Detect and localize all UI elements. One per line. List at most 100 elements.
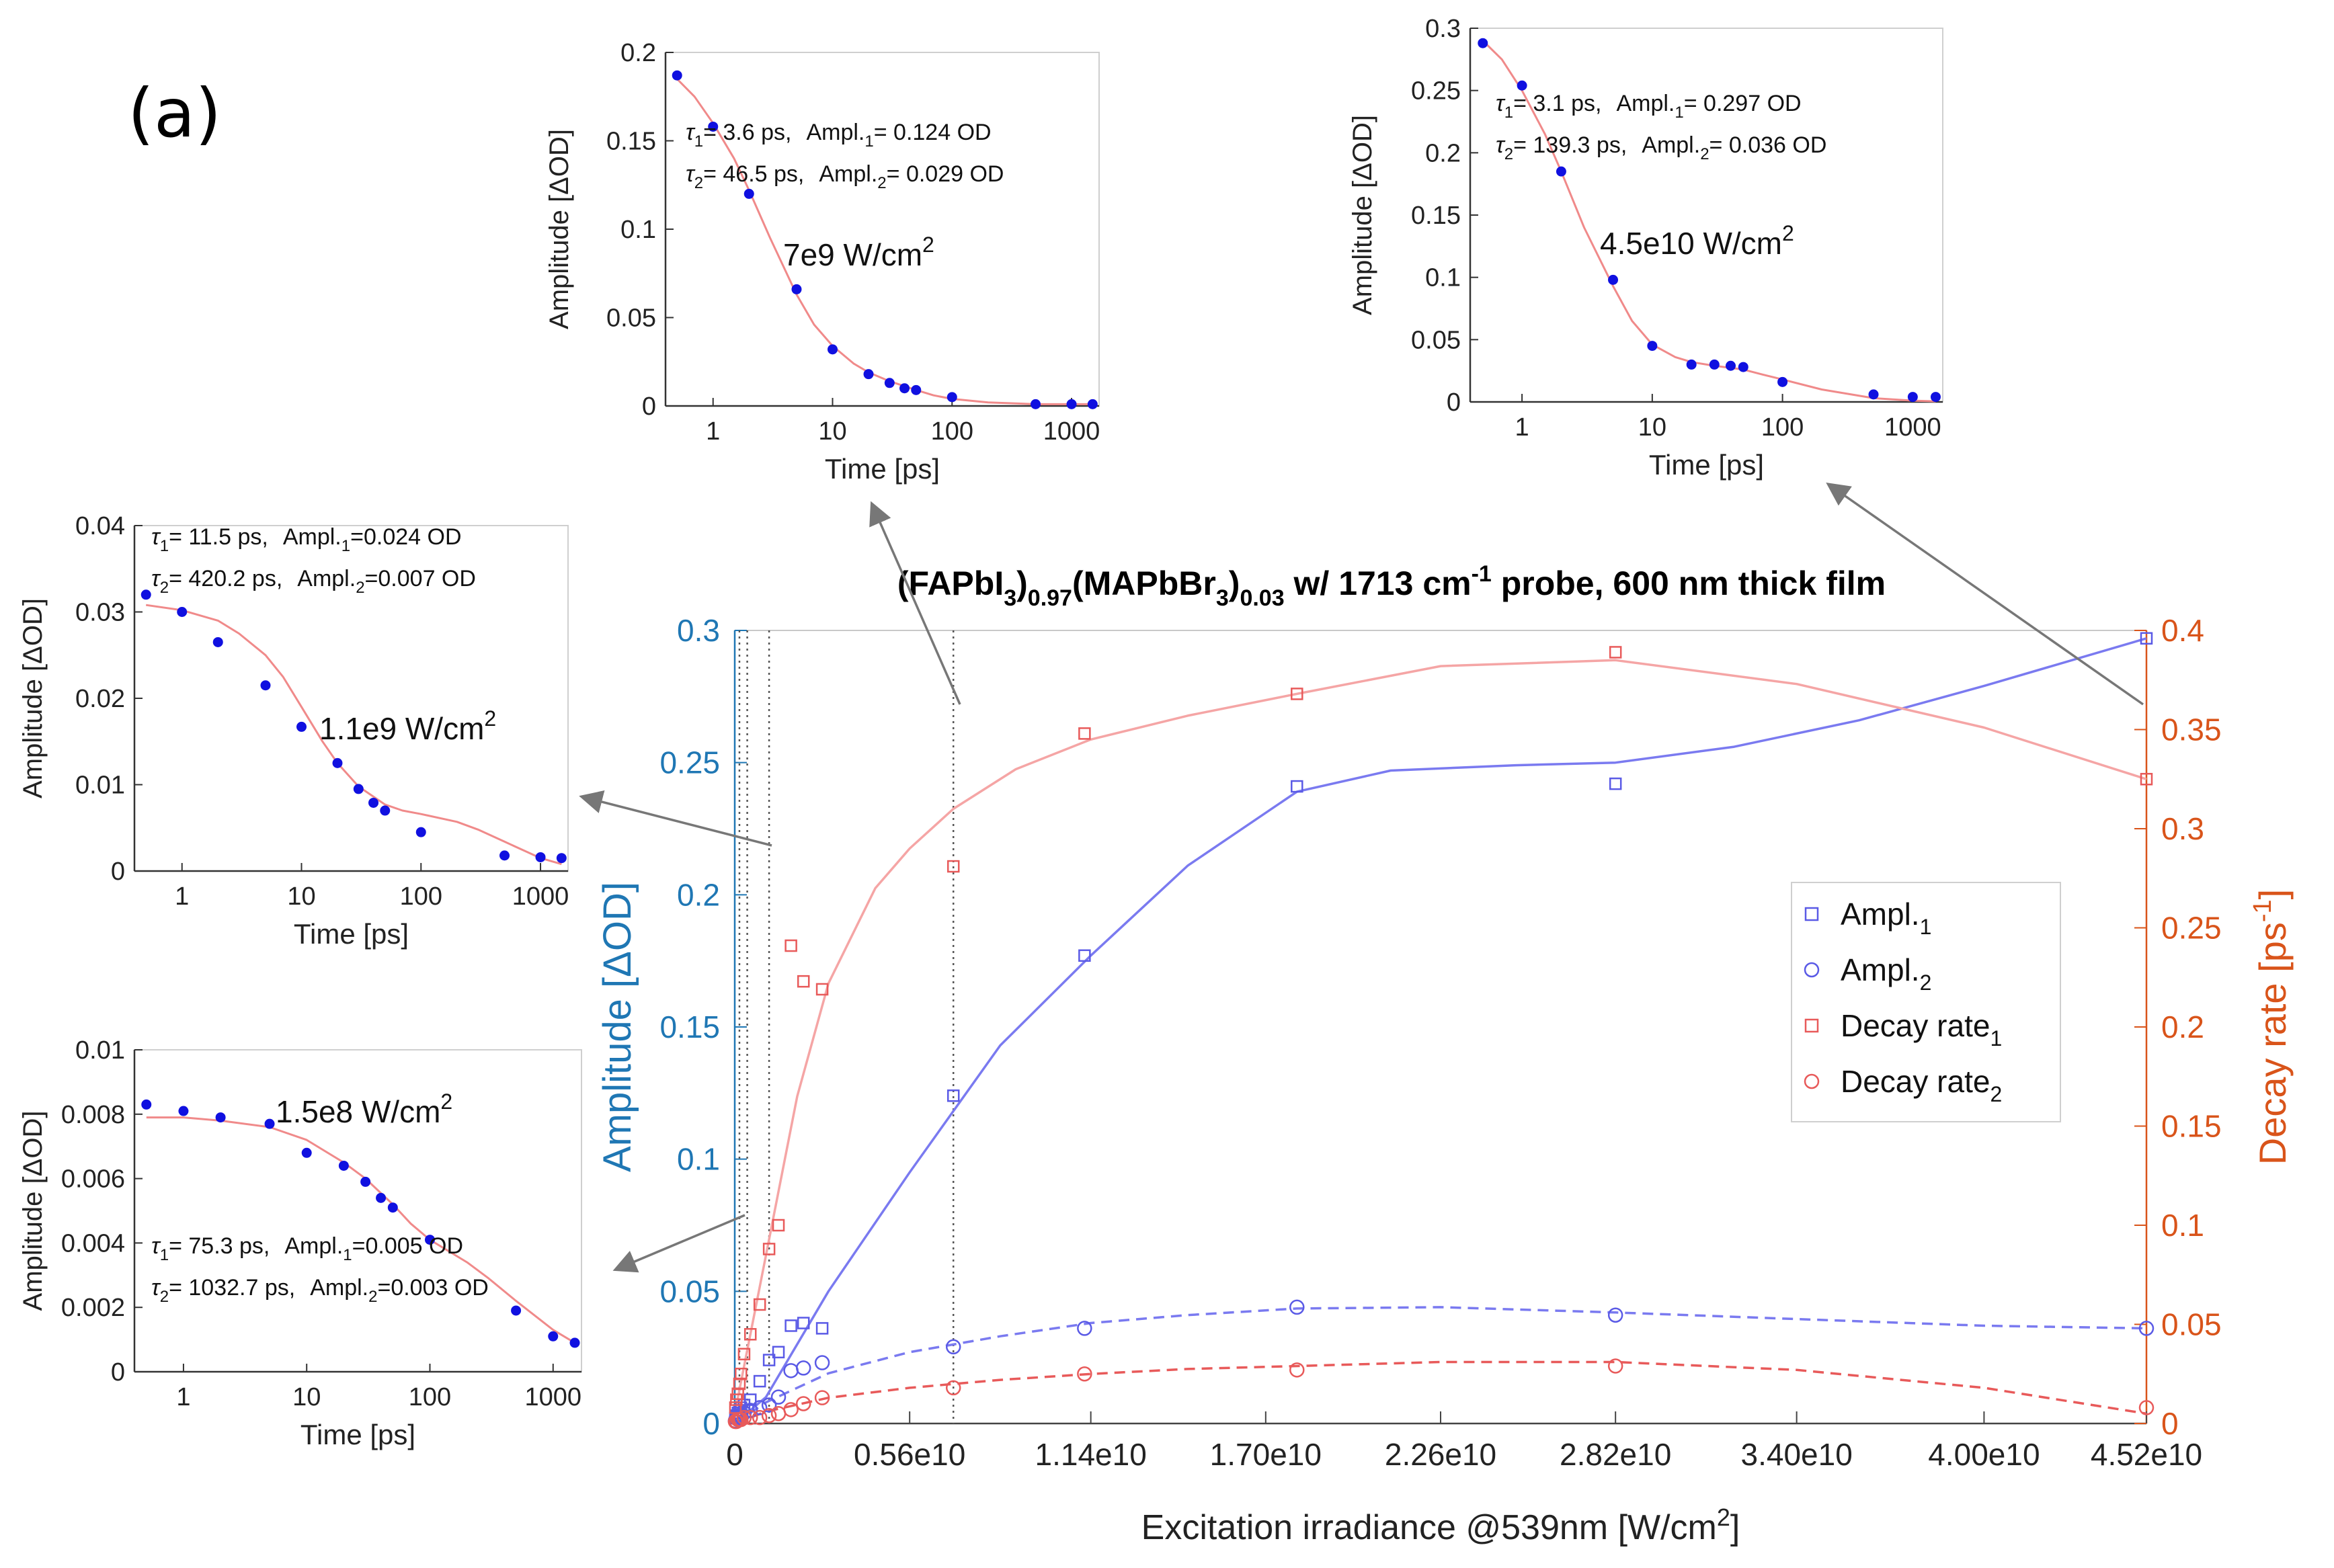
y-left-axis-label: Amplitude [ΔOD] (596, 882, 639, 1172)
data-point-circle (761, 1397, 777, 1413)
data-point-circle (752, 1400, 768, 1415)
data-point-circle (1607, 1358, 1623, 1374)
legend-label-text: Decay rate (1841, 1064, 1990, 1099)
inset-chart: 1 10 100 1000 0 0.05 0.1 0.15 0.2 0.25 0.3 Time [ps… (1348, 15, 1943, 481)
inset-y-tick-label: 0.1 (620, 216, 656, 244)
inset-chart: 1 10 100 1000 0 0.05 0.1 0.15 0.2 Time [ps] Amplit… (545, 39, 1100, 485)
inset-y-tick-label: 0.3 (1425, 15, 1461, 43)
data-point-circle (1077, 1321, 1092, 1336)
inset-data-point (376, 1192, 387, 1203)
inset-y-tick-label: 0 (111, 1358, 125, 1387)
y-right-tick-label: 0.2 (2161, 1009, 2204, 1044)
inset-fit-parameters: τ1= 3.1 ps, Ampl.1= 0.297 OD (1496, 91, 1802, 122)
y-right-tick-label: 0.1 (2161, 1208, 2204, 1243)
inset-data-point (1031, 399, 1041, 409)
legend-marker-square (1804, 907, 1819, 921)
data-point-circle (814, 1355, 830, 1370)
inset-data-point (535, 852, 546, 862)
title-part: ) (1229, 565, 1240, 602)
data-point-circle (770, 1389, 787, 1405)
ampl-value: = 0.297 OD (1684, 91, 1802, 116)
data-point-square (2140, 773, 2153, 786)
data-point-square (772, 1346, 785, 1359)
data-point-square (753, 1298, 766, 1311)
inset-y-tick-label: 0.01 (75, 1036, 125, 1065)
inset-irradiance-label: 1.1e9 W/cm2 (319, 706, 496, 746)
ampl-value: =0.005 OD (352, 1233, 463, 1259)
inset-fit-line (146, 1116, 575, 1344)
ampl-value: = 0.124 OD (874, 120, 992, 145)
inset-fit-parameters: τ1= 3.6 ps, Ampl.1= 0.124 OD (686, 120, 992, 151)
inset-x-tick-label: 100 (409, 1383, 451, 1411)
ampl-label: Ampl. (283, 524, 341, 550)
inset-x-axis-label: Time [ps] (294, 918, 409, 950)
inset-chart: 1 10 100 1000 0 0.002 0.004 0.006 0.008 0.01 Time … (18, 1036, 582, 1450)
inset-x-axis-label: Time [ps] (300, 1419, 415, 1450)
inset-data-point (743, 188, 754, 199)
data-point-square (797, 1317, 810, 1329)
y-right-axis-label: Decay rate [ps-1] (2249, 889, 2294, 1165)
ampl-label: Ampl. (1616, 91, 1675, 116)
inset-data-point (296, 721, 307, 732)
x-tick-label: 1.14e10 (1035, 1437, 1147, 1472)
inset-y-tick-label: 0.02 (75, 685, 125, 713)
legend-label-sub: 2 (1920, 971, 1932, 995)
tau-sub: 1 (160, 1246, 169, 1264)
inset-data-point (1907, 392, 1918, 403)
tau-sub: 1 (1504, 104, 1513, 122)
data-point-square (947, 1089, 960, 1102)
data-point-square (784, 939, 797, 952)
data-point-square (784, 1319, 797, 1332)
tau-value: = 11.5 ps, (169, 524, 268, 550)
ampl-label: Ampl. (806, 120, 864, 145)
tau-sub: 2 (694, 174, 703, 192)
fit-line (734, 1306, 2147, 1425)
data-point-square (815, 983, 829, 996)
inset-x-tick-label: 1000 (1884, 413, 1941, 442)
inset-x-tick-label: 1000 (524, 1383, 581, 1411)
ampl-sub: 1 (343, 1246, 352, 1264)
inset-fit-parameters: τ1= 11.5 ps, Ampl.1=0.024 OD (151, 524, 462, 555)
legend-label-sub: 1 (1920, 915, 1932, 939)
inset-y-tick-label: 0.01 (75, 772, 125, 800)
y-right-tick-label: 0.4 (2161, 613, 2204, 648)
legend-marker-circle (1804, 962, 1820, 978)
inset-data-point (415, 827, 426, 837)
inset-y-axis-label: Amplitude [ΔOD] (1348, 115, 1377, 315)
inset-data-point (178, 1106, 189, 1116)
data-point-square (772, 1219, 785, 1232)
inset-data-point (424, 1235, 435, 1245)
x-axis-label: Excitation irradiance @539nm [W/cm2] (1141, 1503, 1740, 1547)
data-point-circle (733, 1411, 749, 1428)
data-point-square (1291, 780, 1303, 793)
data-point-square (1078, 727, 1091, 740)
inset-data-point (1686, 359, 1697, 370)
inset-x-tick-label: 1000 (512, 882, 569, 911)
inset-fit-parameters: τ2= 420.2 ps, Ampl.2=0.007 OD (151, 566, 476, 597)
inset-y-tick-label: 0.004 (61, 1229, 125, 1257)
inset-x-tick-label: 100 (400, 882, 442, 911)
ampl-sub: 2 (356, 579, 364, 597)
tau-value: = 139.3 ps, (1513, 132, 1627, 158)
title-sub: 0.97 (1028, 585, 1072, 611)
inset-y-tick-label: 0.2 (1425, 139, 1461, 167)
y-right-axis-label-sup: -1 (2249, 899, 2277, 922)
inset-data-point (708, 121, 719, 132)
inset-data-point (1777, 376, 1788, 387)
title-part: (MAPbBr (1072, 565, 1216, 602)
x-tick-label: 1.70e10 (1210, 1437, 1322, 1472)
inset-data-point (884, 378, 895, 388)
inset-x-tick-label: 1000 (1043, 417, 1100, 446)
legend-label-text: Ampl. (1841, 952, 1920, 987)
y-left-tick-label: 0.1 (677, 1142, 720, 1177)
x-tick-label: 2.26e10 (1385, 1437, 1496, 1472)
data-point-square (737, 1348, 751, 1360)
tau-symbol: τ (151, 1275, 161, 1301)
tau-symbol: τ (686, 120, 696, 145)
inset-data-point (1556, 166, 1566, 177)
tau-symbol: τ (1496, 132, 1506, 158)
inset-fit-parameters: τ1= 75.3 ps, Ampl.1=0.005 OD (151, 1233, 463, 1264)
inset-data-point (672, 70, 682, 81)
